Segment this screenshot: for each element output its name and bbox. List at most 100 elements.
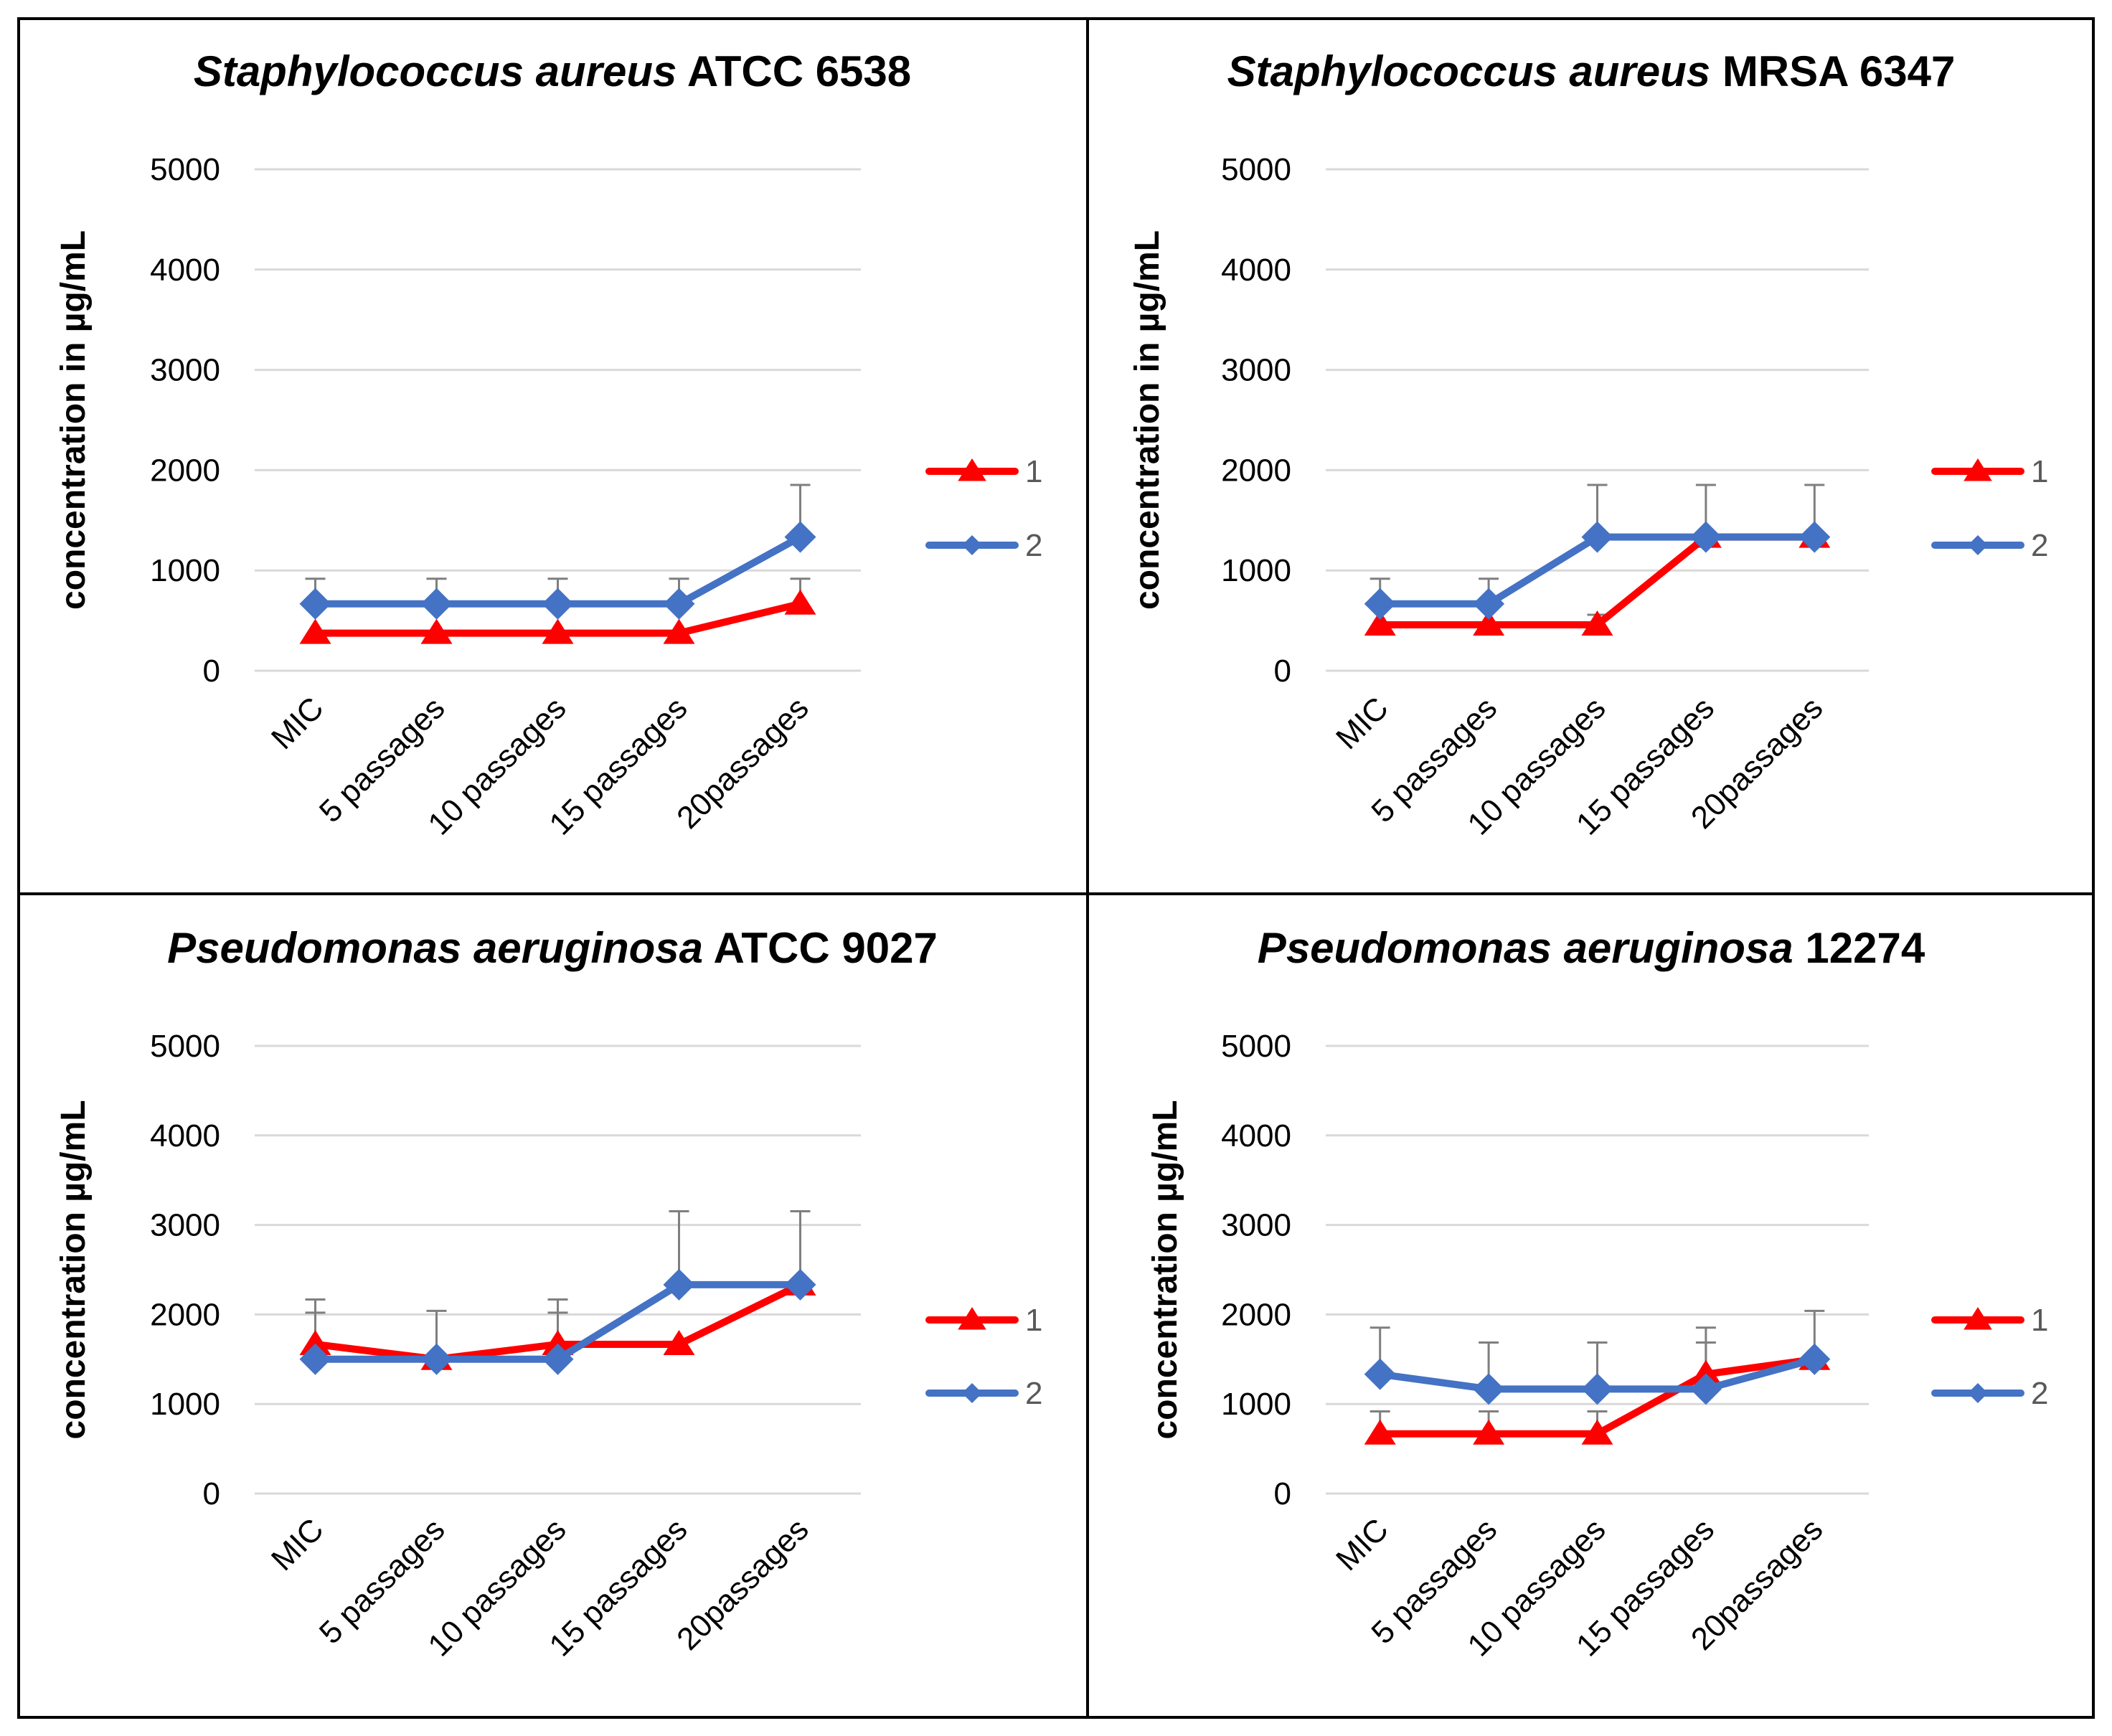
x-tick-label: MIC (265, 1511, 331, 1577)
y-tick-label: 0 (203, 654, 220, 689)
y-axis-label: concentration µg/mL (55, 1100, 93, 1439)
series-2-point (299, 588, 331, 620)
legend-marker-1 (1964, 1307, 1992, 1330)
legend-marker-1 (958, 458, 986, 481)
legend-marker-2 (962, 535, 982, 555)
chart-panel-3: Pseudomonas aeruginosa ATCC 9027 0 1000 200… (17, 892, 1089, 1719)
legend-label-1: 1 (1025, 454, 1042, 489)
chart-title-rest: 12274 (1793, 924, 1925, 972)
series-2-point (784, 521, 816, 553)
chart-title: Staphylococcus aureus ATCC 6538 (194, 47, 911, 95)
chart-title-rest: ATCC 9027 (703, 924, 938, 972)
series-2-point (1581, 521, 1613, 553)
series-1-point (784, 589, 816, 615)
series-2-point (1473, 588, 1505, 620)
legend-label-1: 1 (1025, 1303, 1042, 1338)
series-2-point (542, 1343, 574, 1375)
y-tick-label: 1000 (1221, 1387, 1291, 1422)
y-tick-label: 3000 (150, 353, 220, 388)
y-tick-label: 3000 (1221, 1208, 1291, 1243)
y-tick-label: 4000 (150, 253, 220, 288)
y-tick-label: 1000 (150, 1387, 220, 1422)
y-tick-label: 3000 (150, 1208, 220, 1243)
y-tick-label: 2000 (150, 1297, 220, 1332)
y-tick-label: 5000 (1221, 152, 1291, 187)
y-tick-label: 5000 (150, 152, 220, 187)
legend-label-2: 2 (1025, 1376, 1042, 1411)
chart-title: Staphylococcus aureus MRSA 6347 (1227, 47, 1956, 95)
x-tick-label: 20passages (670, 1511, 815, 1656)
series-1-point (299, 618, 331, 644)
y-tick-label: 2000 (1221, 453, 1291, 488)
legend-label-2: 2 (1025, 528, 1042, 563)
series-2-point (1798, 521, 1831, 553)
chart-title-italic: Pseudomonas aeruginosa (167, 924, 703, 972)
series-1-point (1581, 610, 1613, 636)
y-tick-label: 1000 (150, 553, 220, 588)
series-2-point (663, 1268, 695, 1301)
x-tick-label: MIC (1329, 690, 1395, 756)
legend-marker-2 (1968, 535, 1988, 555)
y-tick-label: 1000 (1221, 553, 1291, 588)
series-2-point (1798, 1343, 1831, 1375)
series-2-point (784, 1268, 816, 1301)
x-tick-label: 20passages (670, 690, 815, 835)
legend-marker-1 (1964, 458, 1992, 481)
series-2-point (420, 588, 453, 620)
series-1-point (1364, 610, 1396, 636)
series-2-point (1581, 1373, 1613, 1405)
y-tick-label: 3000 (1221, 353, 1291, 388)
legend-label-1: 1 (2031, 454, 2048, 489)
panel-border (1086, 892, 2095, 1719)
y-axis-label: concentration in µg/mL (55, 230, 93, 610)
y-tick-label: 2000 (150, 453, 220, 488)
series-1-point (542, 1329, 574, 1355)
series-1-point (420, 618, 453, 644)
legend-label-1: 1 (2031, 1303, 2048, 1338)
legend-marker-2 (962, 1383, 982, 1403)
y-tick-label: 0 (1274, 654, 1291, 689)
series-1-point (1364, 1419, 1396, 1445)
y-tick-label: 5000 (150, 1029, 220, 1064)
y-tick-label: 4000 (1221, 253, 1291, 288)
series-2-point (1689, 521, 1722, 553)
series-2-point (1473, 1373, 1505, 1405)
chart-title: Pseudomonas aeruginosa ATCC 9027 (167, 924, 938, 972)
chart-title-italic: Staphylococcus aureus (1227, 47, 1711, 95)
y-axis-label: concentration in µg/mL (1128, 230, 1166, 610)
chart-title-italic: Pseudomonas aeruginosa (1258, 924, 1793, 972)
series-1-point (1689, 1359, 1722, 1385)
chart-panel-1: Staphylococcus aureus ATCC 6538 0 1000 2000… (17, 17, 1089, 895)
x-tick-label: MIC (1329, 1511, 1395, 1577)
series-2-point (299, 1343, 331, 1375)
y-axis-label: concentration µg/mL (1146, 1100, 1184, 1439)
chart-title-rest: MRSA 6347 (1710, 47, 1955, 95)
legend-marker-1 (958, 1307, 986, 1330)
series-1-point (542, 618, 574, 644)
series-2-point (1689, 1373, 1722, 1405)
legend-label-2: 2 (2031, 1376, 2048, 1411)
chart-panel-4: Pseudomonas aeruginosa 12274 0 1000 2000 300… (1086, 892, 2095, 1719)
series-2-point (1364, 588, 1396, 620)
series-2-point (420, 1343, 453, 1375)
legend-label-2: 2 (2031, 528, 2048, 563)
series-2-point (1364, 1358, 1396, 1390)
series-2-point (542, 588, 574, 620)
x-tick-label: MIC (265, 690, 331, 756)
series-1-point (1473, 1419, 1505, 1445)
y-tick-label: 5000 (1221, 1029, 1291, 1064)
series-1-point (1581, 1419, 1613, 1445)
chart-title: Pseudomonas aeruginosa 12274 (1258, 924, 1925, 972)
chart-title-italic: Staphylococcus aureus (194, 47, 677, 95)
y-tick-label: 0 (203, 1476, 220, 1511)
y-tick-label: 0 (1274, 1476, 1291, 1511)
chart-title-rest: ATCC 6538 (676, 47, 911, 95)
y-tick-label: 4000 (1221, 1118, 1291, 1154)
y-tick-label: 2000 (1221, 1297, 1291, 1332)
legend-marker-2 (1968, 1383, 1988, 1403)
series-1-point (299, 1329, 331, 1355)
chart-panel-2: Staphylococcus aureus MRSA 6347 0 1000 2000… (1086, 17, 2095, 895)
y-tick-label: 4000 (150, 1118, 220, 1154)
series-1-point (663, 618, 695, 644)
